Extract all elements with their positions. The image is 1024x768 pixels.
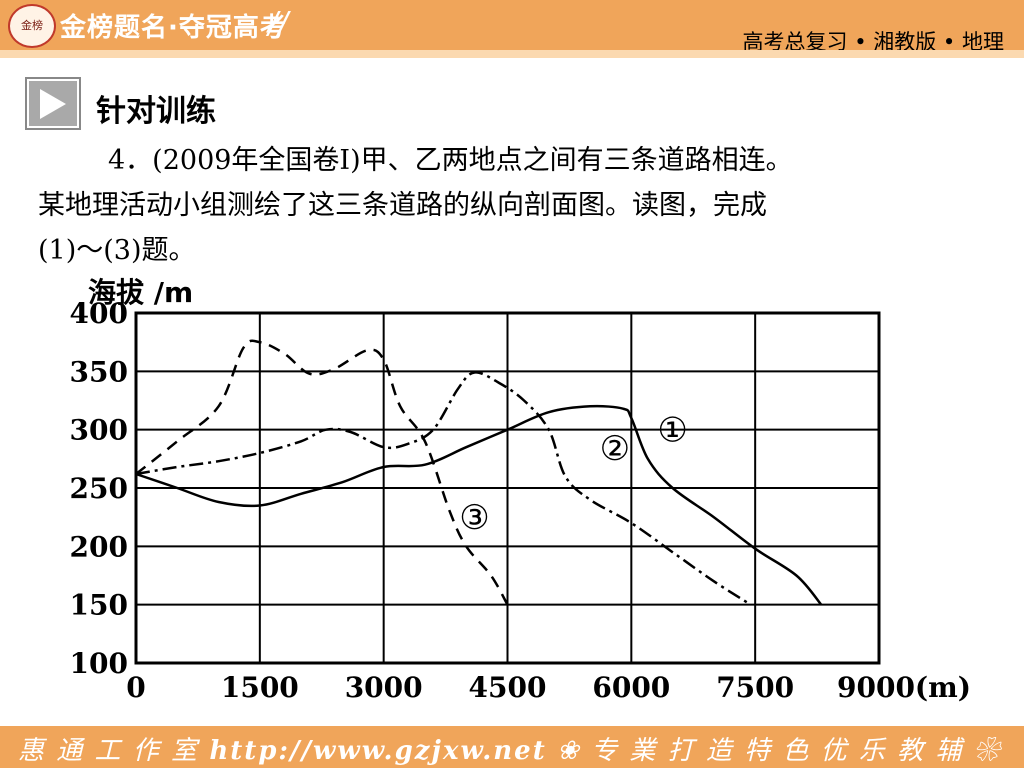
series-line-road: [135, 404, 823, 606]
section-title: 针对训练: [96, 94, 216, 129]
y-tick-label: 350: [70, 355, 128, 388]
series-line-road: [135, 339, 509, 606]
footer-url[interactable]: http://www.gzjxw.net: [209, 736, 547, 766]
x-tick-label: 1500: [221, 671, 299, 704]
x-tick-label: 7500: [716, 671, 794, 704]
y-tick-label: 150: [70, 589, 128, 622]
question-line-1: 4．(2009年全国卷Ⅰ)甲、乙两地点之间有三条道路相连。: [108, 145, 793, 176]
footer-flower-icon: ❀: [557, 736, 581, 766]
x-tick-label: 0: [126, 671, 145, 704]
series-line-road: [135, 371, 748, 604]
x-tick-label: 9000(m): [837, 671, 971, 704]
y-tick-label: 250: [70, 472, 128, 505]
brand-logo: 金榜: [8, 4, 56, 48]
play-icon[interactable]: [27, 79, 79, 128]
header-bar: 金榜 金榜题名·夺冠高考 // 高考总复习 • 湘教版 • 地理: [0, 0, 1024, 54]
elevation-profile-chart: 100 150 200 250 300 350 400 0 1500 3000 4500 6000 75…: [70, 276, 972, 704]
curve-label: ③: [459, 498, 489, 538]
y-axis-label: 海拔 /m: [88, 276, 193, 309]
header-divider: [0, 50, 1024, 58]
x-tick-label: 4500: [469, 671, 547, 704]
question-line-3: (1)～(3)题。: [38, 235, 196, 266]
y-tick-label: 300: [70, 414, 128, 447]
footer-text: 惠 通 工 作 室 http://www.gzjxw.net ❀ 专 業 打 造…: [18, 730, 1002, 767]
curve-label: ②: [600, 429, 630, 469]
footer-bar: 惠 通 工 作 室 http://www.gzjxw.net ❀ 专 業 打 造…: [0, 726, 1024, 768]
footer-flower-icon: ❀: [973, 736, 1002, 766]
footer-slogan: 专 業 打 造 特 色 优 乐 教 辅: [591, 736, 964, 766]
footer-studio: 惠 通 工 作 室: [18, 736, 200, 766]
y-tick-label: 400: [70, 297, 128, 330]
plot-frame: [134, 311, 881, 665]
question-line-2: 某地理活动小组测绘了这三条道路的纵向剖面图。读图，完成: [38, 190, 767, 221]
x-tick-label: 6000: [592, 671, 670, 704]
curve-label: ①: [657, 410, 687, 450]
brand-name: 金榜题名·夺冠高考: [60, 13, 287, 43]
decorative-slashes: //: [268, 6, 289, 41]
y-tick-label: 200: [70, 530, 128, 563]
question-text: 4．(2009年全国卷Ⅰ)甲、乙两地点之间有三条道路相连。 某地理活动小组测绘了…: [38, 138, 978, 273]
y-tick-label: 100: [70, 647, 128, 680]
x-tick-label: 3000: [345, 671, 423, 704]
